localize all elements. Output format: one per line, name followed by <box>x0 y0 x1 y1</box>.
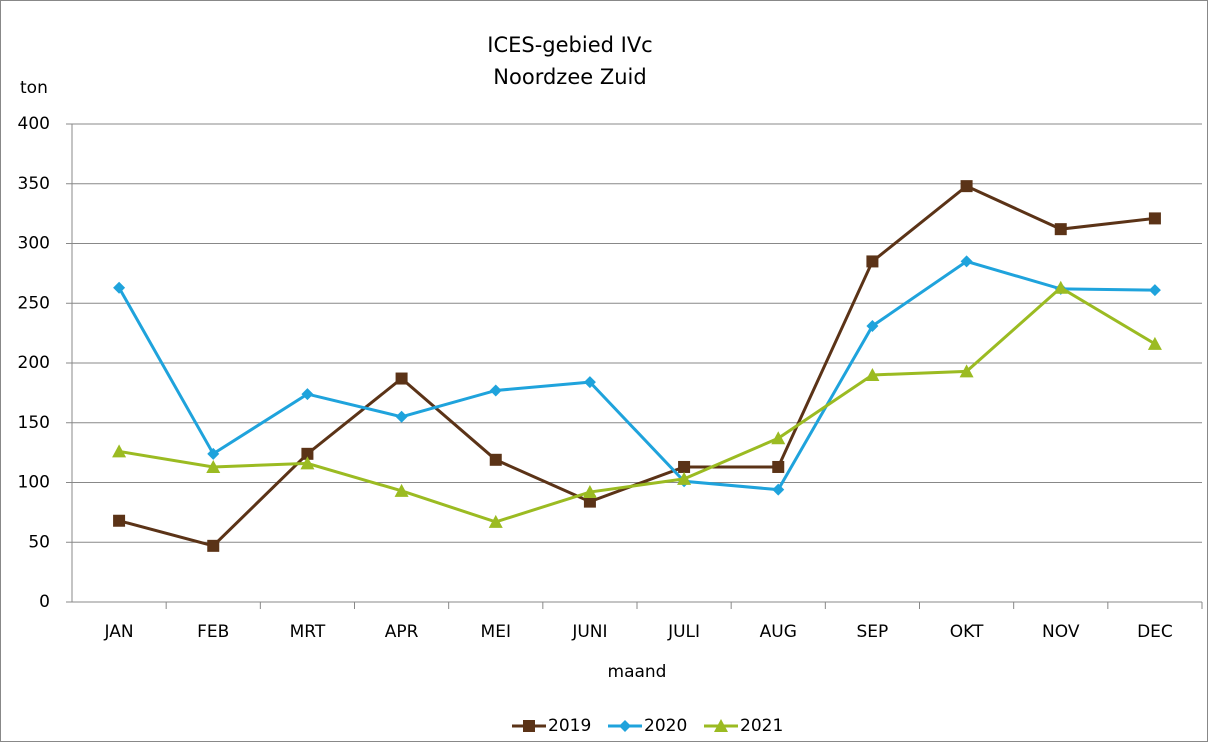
y-tick-label: 150 <box>18 413 50 433</box>
x-tick-label: FEB <box>197 622 229 642</box>
marker <box>960 180 973 193</box>
marker <box>960 255 973 268</box>
marker <box>1054 223 1067 236</box>
marker <box>112 444 127 458</box>
chart-subtitle: Noordzee Zuid <box>493 65 646 89</box>
marker <box>113 514 126 527</box>
y-tick-label: 300 <box>18 234 50 254</box>
marker <box>1148 212 1161 225</box>
marker <box>772 483 785 496</box>
marker <box>395 372 408 385</box>
marker <box>619 720 631 732</box>
chart-title: ICES-gebied IVc <box>487 33 652 57</box>
marker <box>959 364 974 378</box>
marker <box>677 471 692 485</box>
marker <box>395 410 408 423</box>
marker <box>300 456 315 470</box>
marker <box>489 453 502 466</box>
marker <box>489 384 502 397</box>
marker <box>772 460 785 473</box>
marker <box>113 281 126 294</box>
marker <box>678 460 691 473</box>
x-tick-label: OKT <box>950 622 984 642</box>
marker <box>523 720 535 732</box>
marker <box>1053 280 1068 294</box>
x-tick-label: AUG <box>760 622 797 642</box>
x-tick-label: NOV <box>1042 622 1080 642</box>
marker <box>488 514 503 528</box>
y-tick-label: 200 <box>18 353 50 373</box>
marker <box>583 376 596 389</box>
marker <box>394 483 409 497</box>
legend-label: 2020 <box>644 716 687 736</box>
y-tick-label: 100 <box>18 473 50 493</box>
marker <box>866 319 879 332</box>
marker <box>583 495 596 508</box>
marker <box>771 431 786 445</box>
x-tick-label: SEP <box>857 622 889 642</box>
marker <box>301 447 314 460</box>
y-tick-label: 50 <box>28 532 50 552</box>
legend-label: 2021 <box>740 716 783 736</box>
legend-label: 2019 <box>548 716 591 736</box>
y-tick-label: 400 <box>18 114 50 134</box>
marker <box>582 485 597 499</box>
line <box>117 259 1155 492</box>
x-tick-label: DEC <box>1137 622 1173 642</box>
marker <box>207 447 220 460</box>
x-tick-label: JUNI <box>571 622 607 642</box>
x-tick-label: JAN <box>104 622 134 642</box>
marker <box>1148 284 1161 297</box>
x-tick-label: APR <box>385 622 419 642</box>
x-tick-label: MEI <box>481 622 511 642</box>
y-tick-label: 350 <box>18 174 50 194</box>
x-axis-label: maand <box>608 662 667 682</box>
marker <box>301 388 314 401</box>
y-tick-label: 0 <box>39 592 50 612</box>
marker <box>866 255 879 268</box>
y-tick-label: 250 <box>18 293 50 313</box>
marker <box>714 719 728 732</box>
x-tick-label: JULI <box>667 622 700 642</box>
marker <box>865 367 880 381</box>
marker <box>207 539 220 552</box>
line <box>118 285 1156 524</box>
marker <box>1147 336 1162 350</box>
y-axis-label: ton <box>20 78 48 98</box>
x-tick-label: MRT <box>290 622 326 642</box>
marker <box>206 459 221 473</box>
